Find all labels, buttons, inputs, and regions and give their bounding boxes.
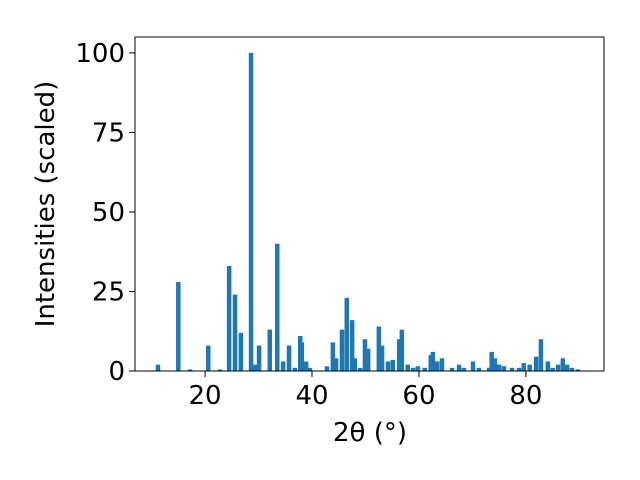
bar <box>307 367 313 371</box>
bar <box>489 351 494 371</box>
bar <box>238 332 244 371</box>
y-tick-label: 50 <box>92 198 125 228</box>
bar <box>275 243 280 371</box>
bar <box>550 367 555 371</box>
bar <box>501 366 507 371</box>
bar <box>352 358 358 371</box>
bar <box>496 364 502 371</box>
y-tick-label: 75 <box>92 118 125 148</box>
x-tick-label: 20 <box>189 381 222 411</box>
y-tick-label: 0 <box>108 357 125 387</box>
bar <box>399 329 405 371</box>
bar <box>439 358 445 371</box>
bar <box>575 369 581 371</box>
bar <box>410 367 416 371</box>
y-tick-label: 25 <box>92 277 125 307</box>
bar <box>252 364 258 371</box>
bar <box>509 367 515 371</box>
plot-area <box>155 52 581 372</box>
bar <box>176 281 181 371</box>
bar <box>217 369 223 371</box>
bar <box>280 361 286 371</box>
bar <box>476 367 482 371</box>
x-tick-label: 60 <box>402 381 435 411</box>
y-tick-label: 100 <box>75 39 125 69</box>
bar <box>555 364 561 371</box>
axes-frame <box>134 36 605 372</box>
bar <box>248 52 254 372</box>
bar <box>333 358 339 371</box>
bar <box>396 339 402 371</box>
bar <box>456 364 462 371</box>
bar <box>267 329 273 371</box>
bar <box>486 367 492 371</box>
bar <box>545 361 551 371</box>
bar <box>470 361 476 371</box>
bar <box>430 351 436 371</box>
bar <box>187 369 193 371</box>
bar <box>232 294 238 371</box>
bar <box>357 367 363 371</box>
bar <box>422 367 428 371</box>
bar <box>405 364 410 371</box>
y-axis-label: Intensities (scaled) <box>31 81 61 328</box>
bar <box>344 297 350 371</box>
bar <box>449 367 455 371</box>
x-axis-label: 2θ (°) <box>333 418 407 448</box>
bar <box>521 363 527 371</box>
x-tick-label: 40 <box>295 381 328 411</box>
x-tick-label: 80 <box>509 381 542 411</box>
bar <box>349 320 355 371</box>
bar <box>492 358 498 371</box>
bar <box>376 326 382 371</box>
bar <box>226 266 232 371</box>
bar <box>206 345 211 371</box>
bar <box>560 358 566 371</box>
bar <box>330 342 336 371</box>
bar <box>538 339 544 371</box>
bar <box>516 367 522 371</box>
bar <box>434 361 440 371</box>
bar <box>461 367 467 371</box>
bar <box>390 359 396 371</box>
bar <box>564 364 570 371</box>
bar <box>365 348 371 371</box>
bar <box>415 366 421 371</box>
bar <box>569 367 575 371</box>
bar <box>256 345 262 371</box>
bar <box>303 361 309 371</box>
bar <box>385 361 391 371</box>
bar <box>299 342 305 371</box>
bar <box>379 345 385 371</box>
bar <box>339 329 345 371</box>
bar <box>292 367 298 371</box>
bar <box>362 339 368 371</box>
bar <box>155 364 161 371</box>
bar <box>324 366 330 371</box>
bar <box>286 345 292 371</box>
bar <box>533 356 539 371</box>
bar <box>527 364 532 371</box>
